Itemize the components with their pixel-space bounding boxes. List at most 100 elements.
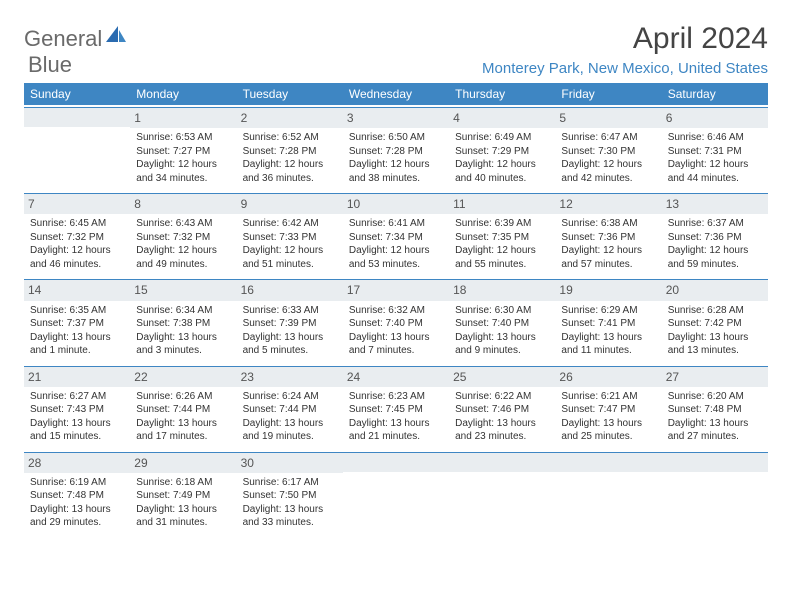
calendar-day-cell: 2 Sunrise: 6:52 AMSunset: 7:28 PMDaylight… — [237, 105, 343, 191]
calendar-day-cell — [343, 450, 449, 536]
logo-sail-icon — [104, 24, 128, 50]
day-number: 8 — [130, 193, 236, 214]
day-details: Sunrise: 6:17 AMSunset: 7:50 PMDaylight:… — [241, 476, 339, 530]
day-details: Sunrise: 6:41 AMSunset: 7:34 PMDaylight:… — [347, 217, 445, 271]
calendar-day-cell: 20Sunrise: 6:28 AMSunset: 7:42 PMDayligh… — [662, 277, 768, 363]
calendar-week-row: 28Sunrise: 6:19 AMSunset: 7:48 PMDayligh… — [24, 450, 768, 536]
calendar-week-row: 14Sunrise: 6:35 AMSunset: 7:37 PMDayligh… — [24, 277, 768, 363]
day-details: Sunrise: 6:49 AMSunset: 7:29 PMDaylight:… — [453, 131, 551, 185]
calendar-day-cell: 12Sunrise: 6:38 AMSunset: 7:36 PMDayligh… — [555, 191, 661, 277]
day-number: 19 — [555, 279, 661, 300]
calendar-day-cell: 13 Sunrise: 6:37 AMSunset: 7:36 PMDayligh… — [662, 191, 768, 277]
day-number: 30 — [237, 452, 343, 473]
day-details: Sunrise: 6:43 AMSunset: 7:32 PMDaylight:… — [134, 217, 232, 271]
calendar-day-cell: 7 Sunrise: 6:45 AMSunset: 7:32 PMDaylight… — [24, 191, 130, 277]
calendar-day-cell: 22 Sunrise: 6:26 AMSunset: 7:44 PMDayligh… — [130, 364, 236, 450]
day-number: 1 — [130, 107, 236, 128]
day-details: Sunrise: 6:37 AMSunset: 7:36 PMDaylight:… — [666, 217, 764, 271]
calendar-day-cell: 8 Sunrise: 6:43 AMSunset: 7:32 PMDaylight… — [130, 191, 236, 277]
day-details: Sunrise: 6:18 AMSunset: 7:49 PMDaylight:… — [134, 476, 232, 530]
day-details: Sunrise: 6:20 AMSunset: 7:48 PMDaylight:… — [666, 390, 764, 444]
day-number: 6 — [662, 107, 768, 128]
calendar-day-cell: 23Sunrise: 6:24 AMSunset: 7:44 PMDayligh… — [237, 364, 343, 450]
day-number: 4 — [449, 107, 555, 128]
calendar-day-cell — [24, 105, 130, 191]
calendar-day-cell: 15 Sunrise: 6:34 AMSunset: 7:38 PMDayligh… — [130, 277, 236, 363]
calendar-week-row: 1 Sunrise: 6:53 AMSunset: 7:27 PMDaylight… — [24, 105, 768, 191]
day-number: 22 — [130, 366, 236, 387]
day-details: Sunrise: 6:33 AMSunset: 7:39 PMDaylight:… — [241, 304, 339, 358]
day-number: 10 — [343, 193, 449, 214]
day-details: Sunrise: 6:19 AMSunset: 7:48 PMDaylight:… — [28, 476, 126, 530]
day-details: Sunrise: 6:34 AMSunset: 7:38 PMDaylight:… — [134, 304, 232, 358]
logo: General — [24, 26, 128, 52]
day-number: 25 — [449, 366, 555, 387]
day-details: Sunrise: 6:23 AMSunset: 7:45 PMDaylight:… — [347, 390, 445, 444]
day-details: Sunrise: 6:29 AMSunset: 7:41 PMDaylight:… — [559, 304, 657, 358]
calendar-day-cell — [662, 450, 768, 536]
day-number: 2 — [237, 107, 343, 128]
calendar-day-cell: 9 Sunrise: 6:42 AMSunset: 7:33 PMDaylight… — [237, 191, 343, 277]
location: Monterey Park, New Mexico, United States — [482, 60, 768, 77]
day-number: 12 — [555, 193, 661, 214]
day-header: Monday — [130, 83, 236, 105]
day-header: Wednesday — [343, 83, 449, 105]
day-details: Sunrise: 6:32 AMSunset: 7:40 PMDaylight:… — [347, 304, 445, 358]
calendar-day-cell: 3 Sunrise: 6:50 AMSunset: 7:28 PMDaylight… — [343, 105, 449, 191]
calendar-day-cell: 21 Sunrise: 6:27 AMSunset: 7:43 PMDayligh… — [24, 364, 130, 450]
calendar-day-cell: 26 Sunrise: 6:21 AMSunset: 7:47 PMDayligh… — [555, 364, 661, 450]
calendar-day-cell — [555, 450, 661, 536]
calendar-week-row: 7 Sunrise: 6:45 AMSunset: 7:32 PMDaylight… — [24, 191, 768, 277]
calendar-day-cell: 25 Sunrise: 6:22 AMSunset: 7:46 PMDayligh… — [449, 364, 555, 450]
calendar-day-cell: 30 Sunrise: 6:17 AMSunset: 7:50 PMDayligh… — [237, 450, 343, 536]
day-number — [343, 452, 449, 472]
day-details: Sunrise: 6:42 AMSunset: 7:33 PMDaylight:… — [241, 217, 339, 271]
day-details: Sunrise: 6:21 AMSunset: 7:47 PMDaylight:… — [559, 390, 657, 444]
day-number: 26 — [555, 366, 661, 387]
day-details: Sunrise: 6:35 AMSunset: 7:37 PMDaylight:… — [28, 304, 126, 358]
day-number: 21 — [24, 366, 130, 387]
day-number: 7 — [24, 193, 130, 214]
day-details: Sunrise: 6:45 AMSunset: 7:32 PMDaylight:… — [28, 217, 126, 271]
day-number: 3 — [343, 107, 449, 128]
calendar-day-cell: 10 Sunrise: 6:41 AMSunset: 7:34 PMDayligh… — [343, 191, 449, 277]
day-details: Sunrise: 6:27 AMSunset: 7:43 PMDaylight:… — [28, 390, 126, 444]
calendar-day-cell: 14Sunrise: 6:35 AMSunset: 7:37 PMDayligh… — [24, 277, 130, 363]
day-header: Thursday — [449, 83, 555, 105]
day-number: 17 — [343, 279, 449, 300]
day-number — [24, 107, 130, 127]
logo-text-1: General — [24, 26, 102, 52]
title-block: April 2024 Monterey Park, New Mexico, Un… — [482, 22, 768, 77]
day-number: 15 — [130, 279, 236, 300]
calendar-day-cell: 16 Sunrise: 6:33 AMSunset: 7:39 PMDayligh… — [237, 277, 343, 363]
day-number: 9 — [237, 193, 343, 214]
calendar-day-cell — [449, 450, 555, 536]
day-header: Friday — [555, 83, 661, 105]
day-details: Sunrise: 6:26 AMSunset: 7:44 PMDaylight:… — [134, 390, 232, 444]
day-number: 11 — [449, 193, 555, 214]
day-number: 24 — [343, 366, 449, 387]
day-number: 13 — [662, 193, 768, 214]
day-number: 5 — [555, 107, 661, 128]
day-details: Sunrise: 6:50 AMSunset: 7:28 PMDaylight:… — [347, 131, 445, 185]
calendar-day-cell: 28Sunrise: 6:19 AMSunset: 7:48 PMDayligh… — [24, 450, 130, 536]
day-number — [555, 452, 661, 472]
calendar-day-cell: 6 Sunrise: 6:46 AMSunset: 7:31 PMDaylight… — [662, 105, 768, 191]
day-details: Sunrise: 6:39 AMSunset: 7:35 PMDaylight:… — [453, 217, 551, 271]
day-details: Sunrise: 6:53 AMSunset: 7:27 PMDaylight:… — [134, 131, 232, 185]
day-number: 27 — [662, 366, 768, 387]
day-details: Sunrise: 6:47 AMSunset: 7:30 PMDaylight:… — [559, 131, 657, 185]
day-number — [662, 452, 768, 472]
day-details: Sunrise: 6:52 AMSunset: 7:28 PMDaylight:… — [241, 131, 339, 185]
day-header: Tuesday — [237, 83, 343, 105]
calendar-day-cell: 11 Sunrise: 6:39 AMSunset: 7:35 PMDayligh… — [449, 191, 555, 277]
day-details: Sunrise: 6:46 AMSunset: 7:31 PMDaylight:… — [666, 131, 764, 185]
day-header: Sunday — [24, 83, 130, 105]
day-details: Sunrise: 6:28 AMSunset: 7:42 PMDaylight:… — [666, 304, 764, 358]
day-number: 16 — [237, 279, 343, 300]
calendar-day-cell: 4 Sunrise: 6:49 AMSunset: 7:29 PMDaylight… — [449, 105, 555, 191]
day-details: Sunrise: 6:22 AMSunset: 7:46 PMDaylight:… — [453, 390, 551, 444]
calendar-table: SundayMondayTuesdayWednesdayThursdayFrid… — [24, 83, 768, 536]
header: General April 2024 Monterey Park, New Me… — [24, 22, 768, 77]
calendar-body: 1 Sunrise: 6:53 AMSunset: 7:27 PMDaylight… — [24, 105, 768, 536]
